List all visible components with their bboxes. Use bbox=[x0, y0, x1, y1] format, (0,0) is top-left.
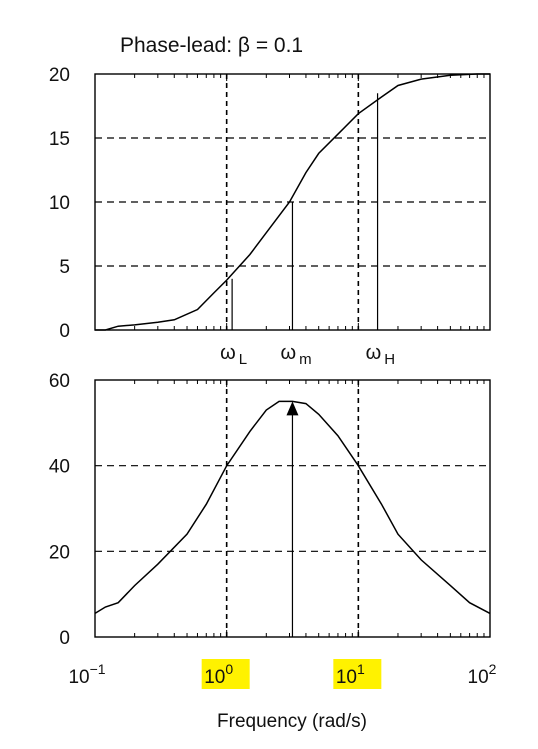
x-tick-label: 10−1 bbox=[68, 661, 105, 688]
omega-subscript: H bbox=[384, 351, 395, 368]
omega-subscript: m bbox=[299, 351, 312, 368]
phase-y-tick-label: 60 bbox=[49, 371, 70, 392]
phase-y-tick-label: 0 bbox=[59, 628, 70, 649]
phase-y-tick-label: 20 bbox=[49, 542, 70, 563]
magnitude-y-tick-label: 5 bbox=[59, 257, 70, 278]
magnitude-y-tick-label: 15 bbox=[49, 129, 70, 150]
peak-arrow-head bbox=[286, 401, 298, 415]
x-tick-exponent: −1 bbox=[90, 661, 106, 677]
chart-title: Phase-lead: β = 0.1 bbox=[120, 34, 303, 57]
x-axis-label: Frequency (rad/s) bbox=[217, 711, 367, 732]
x-tick-exponent: 2 bbox=[489, 661, 497, 677]
x-tick-exponent: 0 bbox=[225, 661, 233, 677]
x-tick-label: 102 bbox=[468, 661, 497, 688]
magnitude-y-tick-label: 10 bbox=[49, 193, 70, 214]
magnitude-y-tick-label: 20 bbox=[49, 65, 70, 86]
phase-y-tick-label: 40 bbox=[49, 457, 70, 478]
magnitude-y-tick-label: 0 bbox=[59, 321, 70, 342]
magnitude-plot: 0 5 10 15 20 ω L ω m ω H bbox=[49, 65, 490, 368]
x-tick-exponent: 1 bbox=[357, 661, 365, 677]
omega-subscript: L bbox=[239, 351, 247, 368]
